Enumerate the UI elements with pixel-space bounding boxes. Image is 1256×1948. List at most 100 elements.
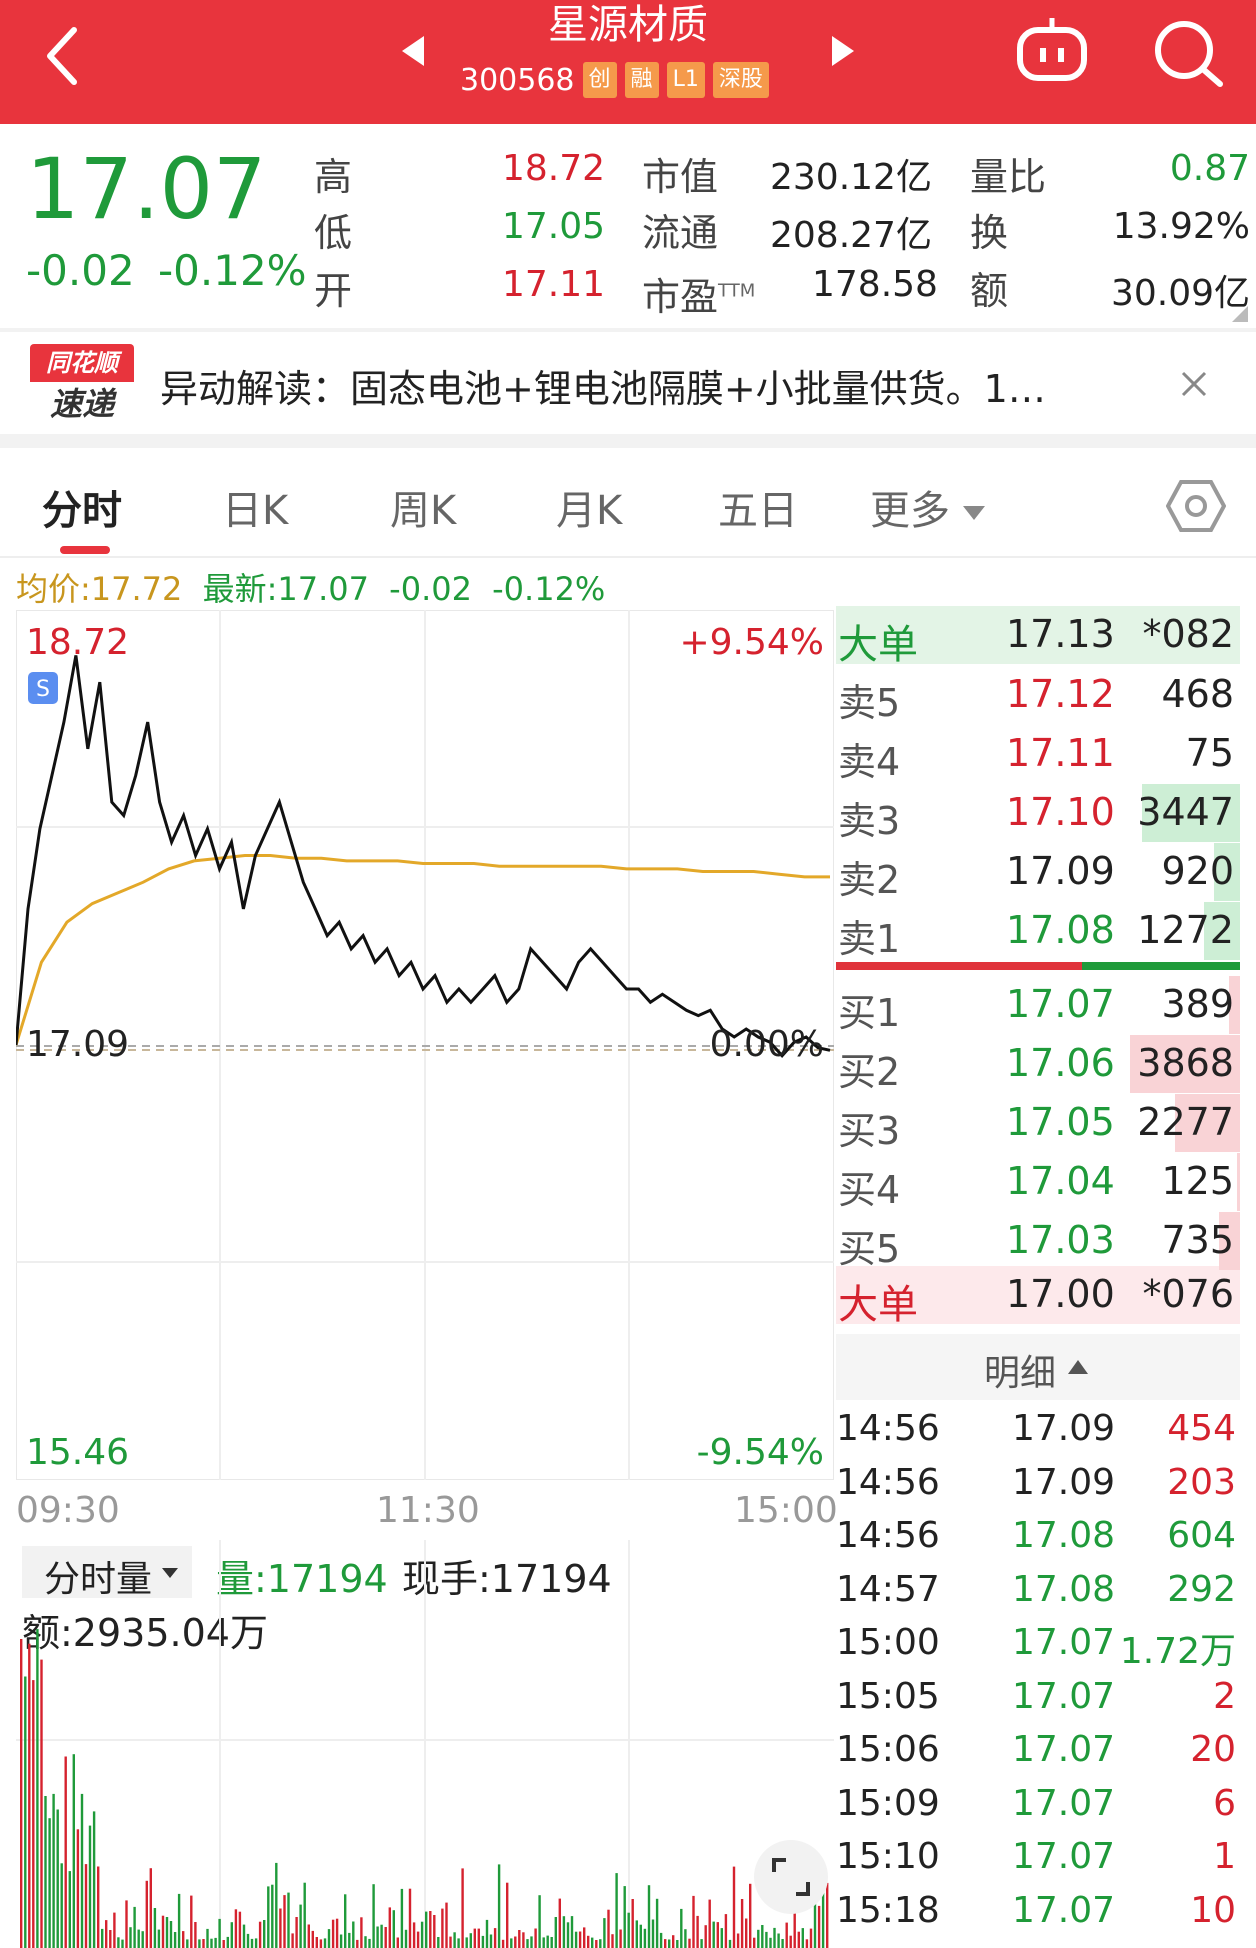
volume-bar [550, 1937, 553, 1948]
bid-label: 买5 [838, 1227, 901, 1271]
volume-bar [591, 1937, 594, 1948]
tick-time: 14:57 [836, 1568, 940, 1610]
bid-row-1[interactable]: 买1 17.07 389 [836, 976, 1240, 1035]
volume-bar [688, 1938, 691, 1948]
stat-amount: 30.09亿 [1110, 273, 1250, 314]
volume-bar [753, 1937, 756, 1948]
volume-bar [380, 1924, 383, 1948]
latest-change: -0.02 [389, 570, 472, 608]
avg-price-line [16, 854, 830, 1046]
tick-volume: 10 [1190, 1889, 1236, 1931]
back-icon[interactable] [42, 26, 82, 86]
volume-bar [696, 1915, 699, 1948]
volume-bar [578, 1931, 582, 1948]
volume-bar [684, 1929, 687, 1948]
volume-bar [129, 1927, 132, 1948]
volume-bar [655, 1898, 659, 1948]
search-icon[interactable] [1150, 18, 1226, 88]
volume-bar [514, 1936, 517, 1948]
volume-bar [441, 1908, 444, 1948]
detail-toggle[interactable]: 明细 [836, 1334, 1240, 1400]
volume-bar [372, 1884, 375, 1948]
y-low-label: 15.46 [26, 1432, 130, 1473]
tab-intraday[interactable]: 分时 [42, 488, 122, 534]
volume-bar [587, 1935, 590, 1948]
volume-bar [352, 1921, 355, 1948]
tab-more[interactable]: 更多 [870, 478, 985, 536]
volume-bar [60, 1863, 63, 1948]
next-stock-icon[interactable] [830, 34, 856, 68]
volume-bar [279, 1908, 282, 1948]
tick-volume: 2 [1213, 1675, 1236, 1717]
volume-bar [789, 1935, 792, 1948]
volume-dropdown[interactable]: 分时量 [22, 1546, 192, 1600]
ask-row-3[interactable]: 卖3 17.10 3447 [836, 784, 1240, 843]
tick-row: 15:10 17.07 1 [836, 1832, 1240, 1886]
volume-bar [461, 1868, 464, 1948]
volume-bar [198, 1939, 201, 1948]
volume-bar [627, 1912, 630, 1948]
fullscreen-icon [772, 1858, 810, 1896]
volume-bar [364, 1936, 367, 1948]
divider [0, 556, 1256, 558]
tick-price: 17.09 [1012, 1408, 1116, 1449]
volume-bar [376, 1926, 379, 1948]
volume-bar [668, 1939, 671, 1948]
news-banner[interactable]: 同花顺 速递 异动解读：固态电池+锂电池隔膜+小批量供货。1… [0, 332, 1256, 444]
fullscreen-button[interactable] [754, 1840, 828, 1914]
ask-row-5[interactable]: 卖1 17.08 1272 [836, 902, 1240, 961]
intraday-chart[interactable]: S [16, 610, 834, 1480]
tab-monthly-k[interactable]: 月K [556, 488, 623, 534]
s-marker-icon[interactable] [28, 672, 58, 704]
volume-bar [44, 1796, 47, 1948]
prev-stock-icon[interactable] [400, 34, 426, 68]
volume-bar [801, 1928, 804, 1948]
big-buy-row[interactable]: 大单 17.00 *076 [836, 1266, 1240, 1328]
tick-time: 14:56 [836, 1515, 940, 1556]
bid-row-4[interactable]: 买4 17.04 125 [836, 1153, 1240, 1212]
big-sell-row[interactable]: 大单 17.13 *082 [836, 606, 1240, 668]
volume-bar [48, 1818, 51, 1948]
volume-bar [117, 1937, 120, 1948]
volume-bar [88, 1825, 92, 1948]
volume-bar [566, 1922, 570, 1948]
volume-bar [485, 1919, 489, 1948]
volume-bar [84, 1864, 88, 1948]
bid-row-3[interactable]: 买3 17.05 2277 [836, 1094, 1240, 1153]
x-label-noon: 11:30 [376, 1490, 480, 1531]
volume-bar [28, 1643, 31, 1948]
volume-bar [319, 1939, 323, 1948]
expand-corner-icon[interactable] [1232, 306, 1248, 322]
volume-bar [700, 1939, 703, 1948]
settings-icon[interactable] [1166, 478, 1226, 534]
tick-time: 14:56 [836, 1408, 940, 1449]
ask-row-2[interactable]: 卖4 17.11 75 [836, 725, 1240, 784]
tab-five-day[interactable]: 五日 [718, 488, 798, 534]
tab-daily-k[interactable]: 日K [222, 488, 289, 534]
stat-label-low: 低 [314, 211, 353, 255]
bid-row-2[interactable]: 买2 17.06 3868 [836, 1035, 1240, 1094]
tab-weekly-k[interactable]: 周K [390, 488, 457, 534]
ask-row-4[interactable]: 卖2 17.09 920 [836, 843, 1240, 902]
volume-bar [173, 1932, 177, 1948]
volume-bar [607, 1909, 610, 1948]
tick-price: 17.07 [1012, 1622, 1116, 1663]
volume-bar [335, 1918, 339, 1948]
ask-row-1[interactable]: 卖5 17.12 468 [836, 666, 1240, 725]
close-icon[interactable] [1180, 370, 1208, 398]
volume-bar [793, 1905, 796, 1948]
volume-bar [311, 1930, 314, 1948]
current-price: 17.07 [26, 140, 267, 238]
volume-bar [769, 1937, 772, 1948]
volume-bar [453, 1932, 456, 1948]
volume-bar [105, 1920, 108, 1948]
volume-bar [412, 1922, 416, 1948]
bid-price: 17.03 [1006, 1218, 1115, 1262]
x-label-close: 15:00 [734, 1490, 838, 1531]
robot-icon[interactable] [1014, 14, 1090, 84]
chart-info: 均价:17.72 最新:17.07 -0.02 -0.12% [16, 564, 605, 610]
ask-volume-bar [1204, 902, 1240, 960]
bid-row-5[interactable]: 买5 17.03 735 [836, 1212, 1240, 1271]
volume-bar [732, 1866, 736, 1948]
volume-bar [497, 1864, 501, 1948]
